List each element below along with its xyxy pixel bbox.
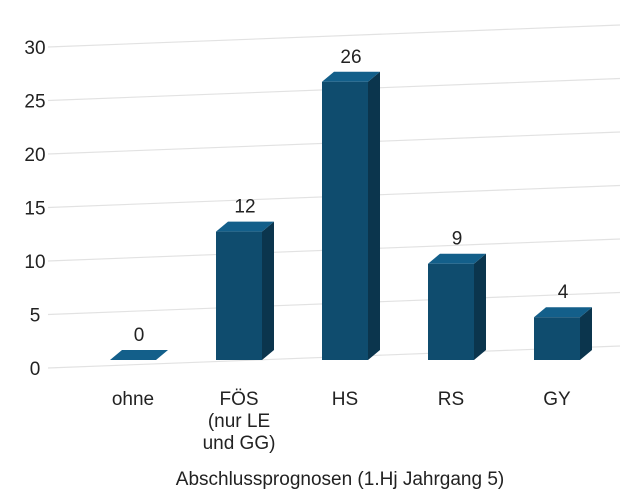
bar-top xyxy=(110,350,168,360)
bar xyxy=(322,71,380,361)
bar xyxy=(110,350,168,360)
x-tick-label: RS xyxy=(438,389,464,410)
bar-front xyxy=(534,317,580,360)
x-tick-label: HS xyxy=(332,389,358,410)
bar xyxy=(534,307,592,360)
x-tick-label: FÖS (nur LE und GG) xyxy=(203,389,276,454)
data-label: 12 xyxy=(234,197,255,218)
bar-front xyxy=(322,81,368,361)
y-tick-label: 30 xyxy=(24,38,45,59)
data-label: 0 xyxy=(134,325,145,346)
bar-side xyxy=(580,307,592,360)
bar-top xyxy=(216,221,274,232)
bar-side xyxy=(368,71,380,361)
bar-front xyxy=(428,263,474,360)
bar-side xyxy=(262,221,274,360)
bar-top xyxy=(534,307,592,318)
data-label: 9 xyxy=(452,229,463,250)
y-tick-label: 15 xyxy=(24,199,45,220)
x-axis-title: Abschlussprognosen (1.Hj Jahrgang 5) xyxy=(176,469,504,490)
data-label: 4 xyxy=(558,282,569,303)
y-tick-label: 5 xyxy=(30,306,41,327)
y-tick-label: 10 xyxy=(24,252,45,273)
data-label: 26 xyxy=(340,47,361,68)
grid-line xyxy=(47,24,621,48)
y-tick-label: 25 xyxy=(24,92,45,113)
x-tick-label: GY xyxy=(543,389,571,410)
bar-front xyxy=(216,231,262,360)
bar xyxy=(428,253,486,360)
y-tick-label: 0 xyxy=(30,359,41,380)
bar-top xyxy=(322,71,380,82)
bar-side xyxy=(474,253,486,360)
y-tick-label: 20 xyxy=(24,145,45,166)
bar xyxy=(216,221,274,360)
bar-top xyxy=(428,253,486,264)
x-tick-label: ohne xyxy=(112,389,154,410)
